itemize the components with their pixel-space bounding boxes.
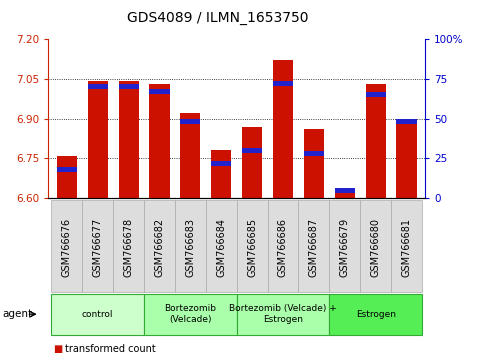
Text: Bortezomib (Velcade) +
Estrogen: Bortezomib (Velcade) + Estrogen — [229, 304, 337, 324]
Bar — [118, 81, 139, 198]
Bar — [242, 148, 262, 153]
Text: GSM766679: GSM766679 — [340, 218, 350, 278]
Text: GSM766677: GSM766677 — [93, 218, 103, 278]
Text: GSM766685: GSM766685 — [247, 218, 257, 278]
Bar — [180, 113, 200, 198]
Text: GDS4089 / ILMN_1653750: GDS4089 / ILMN_1653750 — [127, 11, 308, 25]
Bar — [149, 84, 170, 198]
Text: GSM766676: GSM766676 — [62, 218, 72, 278]
Text: GSM766686: GSM766686 — [278, 218, 288, 277]
Bar — [304, 129, 324, 198]
Bar — [57, 167, 77, 172]
Text: GSM766684: GSM766684 — [216, 218, 226, 277]
Bar — [366, 92, 385, 97]
Text: transformed count: transformed count — [65, 344, 156, 354]
Bar — [88, 84, 108, 89]
Bar — [242, 126, 262, 198]
Bar — [149, 89, 170, 94]
Bar — [273, 81, 293, 86]
Bar — [211, 161, 231, 166]
Text: GSM766682: GSM766682 — [155, 218, 165, 278]
Bar — [273, 60, 293, 198]
Text: GSM766678: GSM766678 — [124, 218, 134, 278]
Bar — [88, 81, 108, 198]
Bar — [211, 150, 231, 198]
Text: GSM766680: GSM766680 — [370, 218, 381, 277]
Text: control: control — [82, 310, 114, 319]
Bar — [335, 188, 355, 198]
Bar — [397, 119, 416, 198]
Text: GSM766681: GSM766681 — [401, 218, 412, 277]
Text: ■: ■ — [53, 344, 62, 354]
Bar — [57, 156, 77, 198]
Text: Estrogen: Estrogen — [355, 310, 396, 319]
Text: GSM766683: GSM766683 — [185, 218, 195, 277]
Text: GSM766687: GSM766687 — [309, 218, 319, 278]
Bar — [366, 84, 385, 198]
Bar — [335, 188, 355, 193]
Bar — [180, 119, 200, 124]
Text: Bortezomib
(Velcade): Bortezomib (Velcade) — [164, 304, 216, 324]
Bar — [118, 84, 139, 89]
Bar — [304, 151, 324, 156]
Text: agent: agent — [2, 309, 32, 319]
Bar — [397, 119, 416, 124]
